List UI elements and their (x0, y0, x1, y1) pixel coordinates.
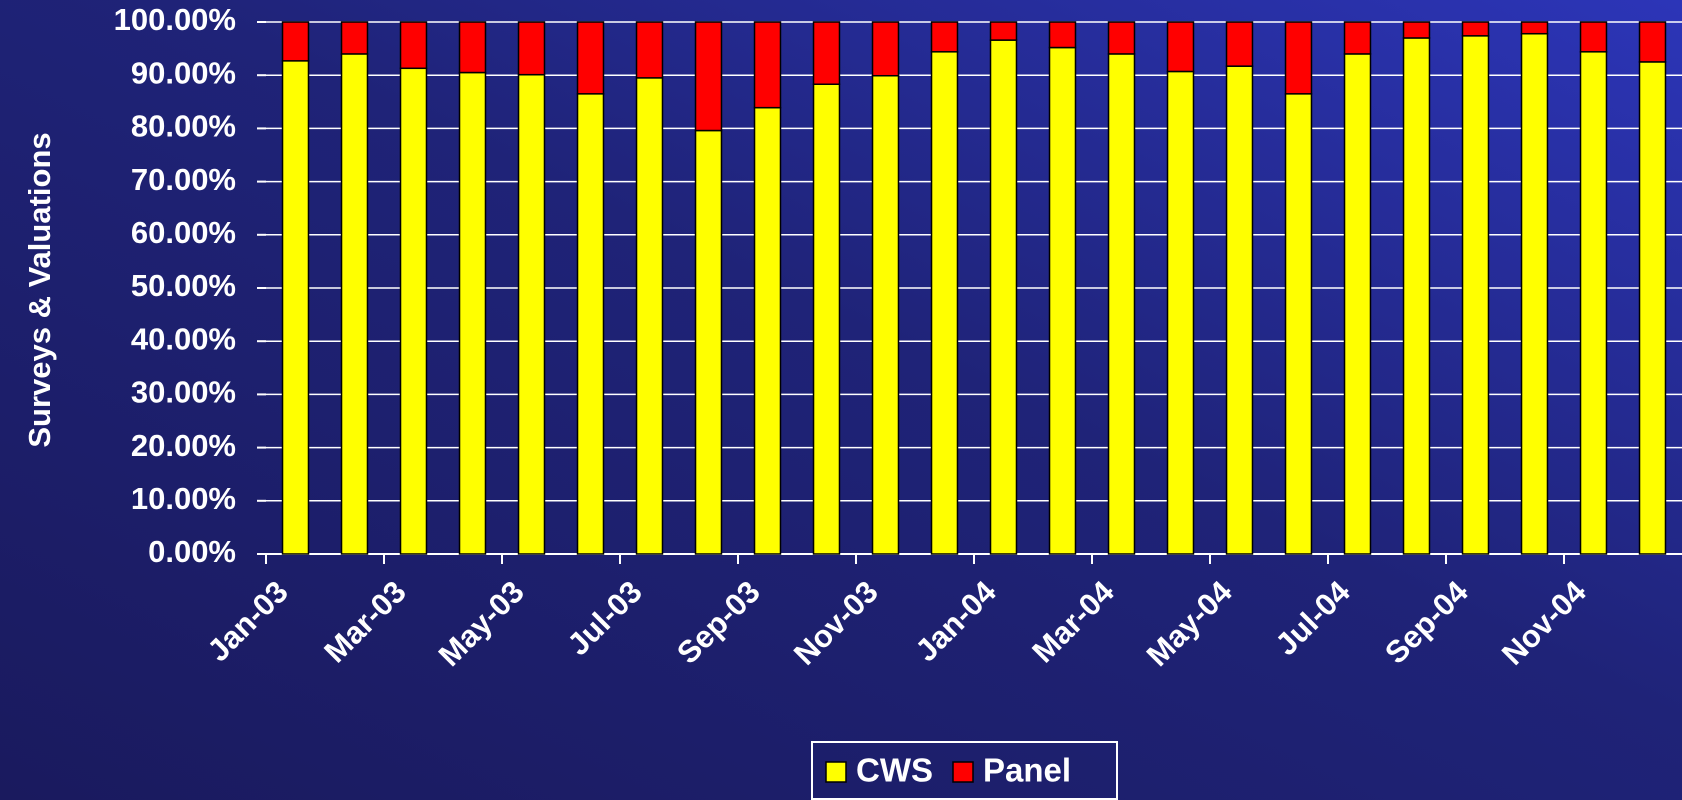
bar-segment (1225, 21, 1254, 67)
bar-segment (694, 21, 723, 132)
y-tick-label: 40.00% (131, 321, 236, 356)
bar-segment (1461, 35, 1490, 555)
bar-segment (1048, 21, 1077, 49)
bar-segment (1520, 21, 1549, 35)
bar-segment (340, 53, 369, 555)
y-tick-label: 20.00% (131, 428, 236, 463)
y-tick-label: 10.00% (131, 481, 236, 516)
y-tick-label: 90.00% (131, 55, 236, 90)
y-tick-label: 30.00% (131, 375, 236, 410)
y-tick-label: 80.00% (131, 109, 236, 144)
bar-segment (1107, 21, 1136, 55)
bar-segment (1638, 61, 1667, 555)
legend-label: Panel (983, 752, 1071, 789)
bar-segment (989, 21, 1018, 41)
bar-segment (1461, 21, 1490, 37)
y-tick-label: 0.00% (148, 534, 236, 569)
bar-segment (281, 60, 310, 555)
bar-segment (517, 73, 546, 555)
bar-segment (930, 51, 959, 555)
bar-segment (753, 21, 782, 109)
bar-segment (871, 74, 900, 555)
bar-segment (281, 21, 310, 62)
bar-segment (1638, 21, 1667, 63)
bar-segment (1520, 32, 1549, 555)
bar-segment (1166, 70, 1195, 555)
bar-segment (517, 21, 546, 76)
bar-segment (1284, 93, 1313, 555)
bar-segment (1343, 21, 1372, 55)
bar-segment (1284, 21, 1313, 95)
y-tick-label: 60.00% (131, 215, 236, 250)
bar-segment (399, 21, 428, 70)
bar-segment (1402, 37, 1431, 555)
bar-segment (576, 21, 605, 95)
bar-segment (635, 21, 664, 79)
y-tick-label: 100.00% (114, 2, 236, 37)
bar-segment (635, 77, 664, 555)
y-tick-label: 70.00% (131, 162, 236, 197)
bar-segment (1107, 53, 1136, 555)
bar-segment (694, 129, 723, 555)
bar-segment (930, 21, 959, 53)
legend-swatch (825, 761, 847, 783)
bar-segment (1343, 53, 1372, 555)
y-axis-label: Surveys & Valuations (22, 132, 57, 447)
bar-segment (458, 71, 487, 555)
bar-segment (812, 83, 841, 555)
legend-label: CWS (856, 752, 933, 789)
bar-segment (871, 21, 900, 77)
legend-swatch (952, 761, 974, 783)
bar-segment (989, 39, 1018, 555)
bar-segment (458, 21, 487, 74)
bar-segment (812, 21, 841, 85)
bar-segment (576, 93, 605, 555)
y-tick-label: 50.00% (131, 268, 236, 303)
legend-box (811, 741, 1118, 800)
bar-segment (753, 106, 782, 555)
bar-segment (340, 21, 369, 55)
bar-segment (1579, 21, 1608, 53)
bar-segment (1579, 51, 1608, 555)
bar-segment (1402, 21, 1431, 39)
bar-segment (1048, 46, 1077, 555)
bar-segment (399, 67, 428, 555)
bar-segment (1225, 65, 1254, 555)
bar-segment (1166, 21, 1195, 73)
